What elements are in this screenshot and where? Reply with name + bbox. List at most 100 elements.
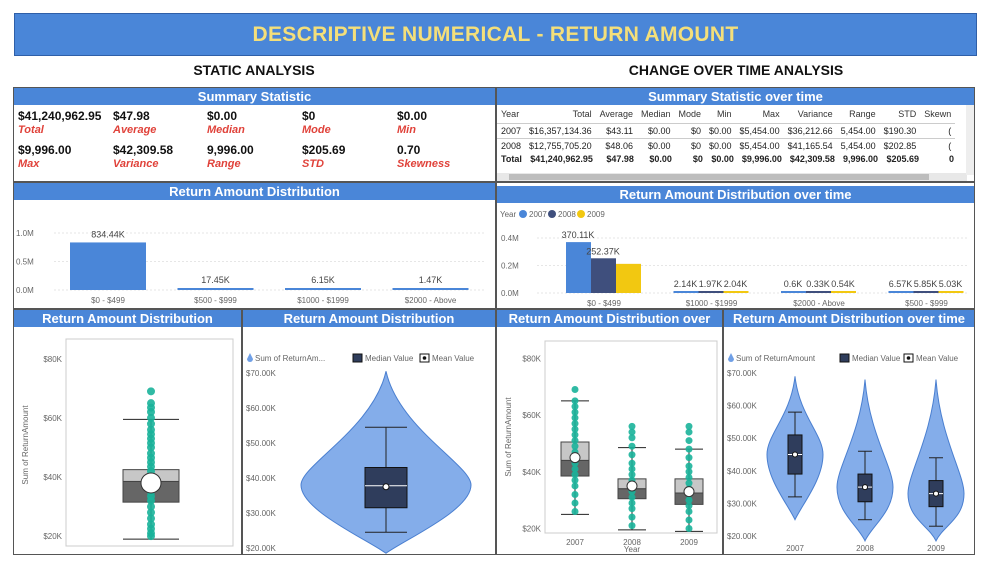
mean-marker xyxy=(626,480,638,492)
column-header[interactable]: Mode xyxy=(678,108,701,119)
data-point xyxy=(685,468,693,476)
column-header[interactable]: STD xyxy=(898,108,917,119)
bar-value-label: 6.57K xyxy=(889,279,913,289)
table-cell: $0.00 xyxy=(647,140,671,151)
column-header[interactable]: Min xyxy=(717,108,732,119)
bar xyxy=(566,242,591,293)
column-header[interactable]: Max xyxy=(762,108,780,119)
distribution-time-boxplot-chart: $20K $40K $60K $80K Sum of ReturnAmount 2007 2… xyxy=(504,340,718,554)
total-cell: $42,309.58 xyxy=(789,154,835,164)
bar xyxy=(806,291,831,293)
data-point xyxy=(571,414,579,422)
stat-value-median: $0.00 xyxy=(207,109,238,123)
stat-label-total: Total xyxy=(18,124,44,136)
data-point xyxy=(571,442,579,450)
x-tick-label: $1000 - $1999 xyxy=(686,299,738,308)
data-point xyxy=(147,508,155,517)
y-axis-label: Sum of ReturnAmount xyxy=(21,405,30,485)
total-cell: $41,240,962.95 xyxy=(530,154,593,164)
summary-stat-grid: $41,240,962.95 Total $47.98 Average $0.00 Med… xyxy=(14,105,495,181)
data-point xyxy=(628,465,636,473)
x-tick-label: $2000 - Above xyxy=(405,296,457,305)
data-point xyxy=(147,399,155,408)
data-point xyxy=(571,482,579,490)
stat-label-average: Average xyxy=(113,124,157,136)
table-total-row: Total $41,240,962.95 $47.98 $0.00 $0 $0.00 $9,… xyxy=(497,152,958,166)
data-point xyxy=(147,449,155,458)
data-point xyxy=(685,462,693,470)
data-point xyxy=(685,422,693,430)
data-point xyxy=(147,514,155,523)
total-cell: $47.98 xyxy=(606,154,634,164)
mean-marker xyxy=(382,483,390,491)
vertical-scrollbar[interactable] xyxy=(966,105,974,175)
y-tick-label: $60.00K xyxy=(246,404,276,413)
distribution-time-violin-header: Return Amount Distribution over time xyxy=(724,310,974,327)
data-point xyxy=(571,386,579,394)
stat-label-range: Range xyxy=(207,158,241,170)
bar-value-label: 0.33K xyxy=(806,279,830,289)
legend-violin-icon xyxy=(247,353,253,362)
bar xyxy=(70,242,146,290)
data-point xyxy=(685,473,693,481)
column-header[interactable]: Median xyxy=(640,108,671,119)
table-cell: 2007 xyxy=(501,125,522,136)
distribution-time-bar-header: Return Amount Distribution over time xyxy=(497,186,974,203)
table-row: 2008 $12,755,705.20 $48.06 $0.00 $0 $0.00 $5,4… xyxy=(497,138,956,153)
x-tick-label: $0 - $499 xyxy=(91,296,125,305)
data-point xyxy=(147,387,155,396)
y-tick-label: $40K xyxy=(522,468,541,477)
bar xyxy=(698,291,724,293)
distribution-bar-chart: 0.0M 0.5M 1.0M 834.44K $0 - $499 17.45K $500 -… xyxy=(16,229,484,305)
summary-over-time-table: Year Total Average Median Mode Min Max Variance… xyxy=(497,105,956,153)
table-cell: ( xyxy=(948,140,952,151)
column-header[interactable]: Year xyxy=(501,108,520,119)
data-point xyxy=(628,522,636,530)
stat-value-std: $205.69 xyxy=(302,143,346,157)
summary-statistic-card: Summary Statistic $41,240,962.95 Total $47… xyxy=(13,87,496,182)
data-point xyxy=(628,434,636,442)
legend-median-icon xyxy=(839,353,850,363)
x-tick-label: $2000 - Above xyxy=(793,299,845,308)
column-header[interactable]: Skewn xyxy=(924,108,952,119)
total-cell: 0 xyxy=(948,154,954,164)
column-header[interactable]: Total xyxy=(572,108,592,119)
stat-value-range: 9,996.00 xyxy=(207,143,254,157)
y-tick-label: 0.0M xyxy=(501,289,519,298)
table-cell: ( xyxy=(948,125,952,136)
legend-label: 2008 xyxy=(558,210,576,219)
bar xyxy=(723,291,749,293)
y-tick-label: $60.00K xyxy=(727,402,757,411)
table-cell: $48.06 xyxy=(605,140,633,151)
data-point xyxy=(571,476,579,484)
data-point xyxy=(147,419,155,428)
column-header[interactable]: Average xyxy=(599,108,633,119)
stat-label-skewness: Skewness xyxy=(397,158,451,170)
bar-value-label: 1.47K xyxy=(419,275,443,285)
stat-label-mode: Mode xyxy=(302,124,331,136)
data-point xyxy=(628,505,636,513)
y-tick-label: $40K xyxy=(43,473,62,482)
distribution-violin-chart: Sum of ReturnAm... Median Value Mean Value… xyxy=(246,353,475,554)
scrollbar-thumb[interactable] xyxy=(509,174,929,180)
x-tick-label: 2009 xyxy=(927,544,945,553)
y-tick-label: 0.0M xyxy=(16,286,34,295)
data-point xyxy=(685,496,693,504)
y-tick-label: $60K xyxy=(43,414,62,423)
dashboard-title: DESCRIPTIVE NUMERICAL - RETURN AMOUNT xyxy=(252,22,739,46)
distribution-time-bar-chart: Year 2007 2008 2009 0.0M 0.2M 0.4M 370.11K 252.3… xyxy=(500,210,967,308)
legend-title: Year xyxy=(500,210,517,219)
data-point xyxy=(571,507,579,515)
data-point xyxy=(571,420,579,428)
legend-violin-icon xyxy=(728,353,734,362)
x-tick-label: $1000 - $1999 xyxy=(297,296,349,305)
bar-value-label: 834.44K xyxy=(91,229,125,239)
column-header[interactable]: Variance xyxy=(797,108,833,119)
distribution-time-violin-card: Return Amount Distribution over time Sum… xyxy=(723,309,975,555)
data-point xyxy=(685,445,693,453)
summary-over-time-header: Summary Statistic over time xyxy=(497,88,974,105)
table-cell: $0.00 xyxy=(709,125,732,136)
column-header[interactable]: Range xyxy=(849,108,876,119)
data-point xyxy=(685,479,693,487)
horizontal-scrollbar[interactable] xyxy=(497,173,967,181)
